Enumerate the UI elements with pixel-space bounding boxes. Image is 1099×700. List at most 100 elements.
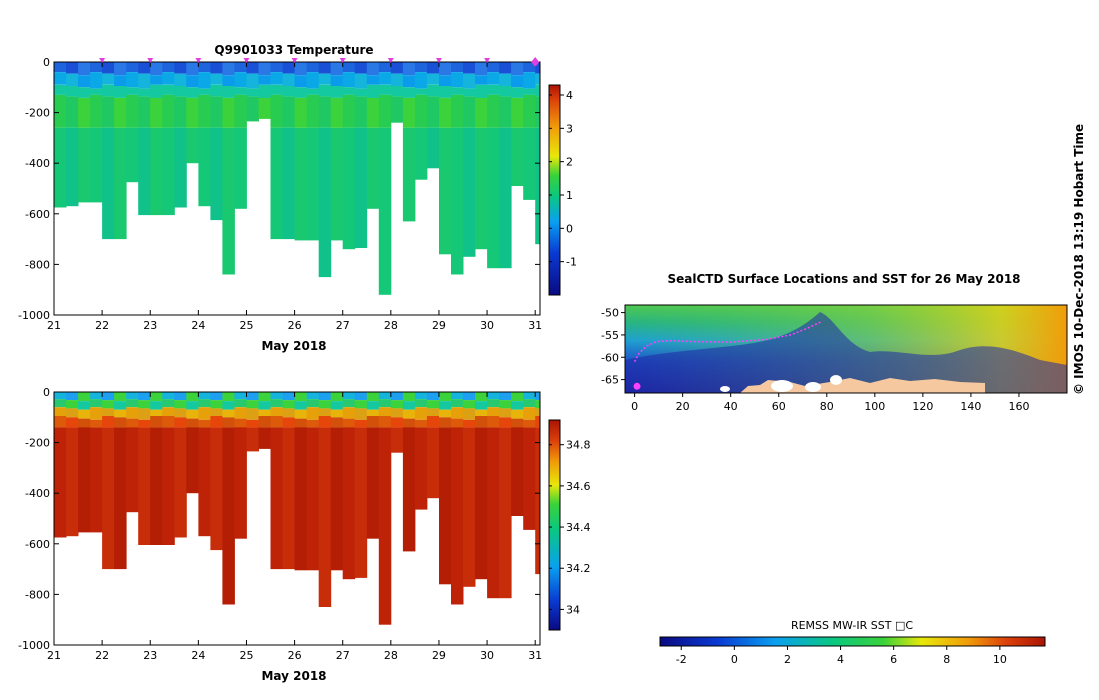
surface-location-marker [99, 58, 106, 63]
salinity-profile-cell [222, 401, 235, 410]
x-tick-label: 22 [95, 649, 109, 662]
salinity-profile-cell [246, 427, 259, 452]
temperature-profile-cell [414, 88, 428, 95]
temperature-profile-cell [511, 97, 524, 128]
salinity-profile-cell [402, 392, 416, 402]
salinity-profile-cell [463, 427, 476, 587]
temperature-profile-cell [150, 97, 163, 128]
temperature-profile-cell [402, 127, 416, 222]
temperature-profile-cell [330, 97, 344, 128]
salinity-y-ticks: 0 -200 -400 -600 -800 -1000 [18, 386, 540, 652]
colorbar-tick-label: 34 [566, 603, 580, 616]
temperature-profile-cell [270, 127, 283, 240]
salinity-profile-cell [463, 392, 476, 401]
temperature-profile-cell [390, 73, 404, 86]
x-tick-label: 26 [288, 649, 302, 662]
temperature-profile-cell [186, 97, 199, 128]
salinity-profile-cell [234, 407, 247, 419]
temperature-plot: 21 22 23 24 25 26 27 28 29 30 31 0 -200 -400 -600 -800… [18, 56, 542, 332]
temperature-profile-cell [475, 84, 488, 98]
surface-location-marker [291, 58, 298, 63]
colorbar-tick-label: 34.8 [566, 439, 591, 452]
temperature-profile-cell [354, 62, 368, 74]
x-tick-label: 20 [676, 400, 690, 413]
salinity-profile-cell [102, 400, 115, 409]
salinity-profile-cell [354, 419, 368, 428]
temperature-profile-cell [426, 73, 440, 85]
temperature-profile-cell [439, 62, 452, 76]
salinity-profile-cell [523, 407, 536, 420]
salinity-profile-cell [102, 392, 115, 401]
y-tick-label: -400 [25, 487, 50, 500]
salinity-profile-cell [499, 417, 512, 428]
salinity-profile-cell [426, 392, 440, 401]
salinity-profile-cell [402, 427, 416, 552]
salinity-profile-cell [54, 392, 67, 400]
salinity-profile-cell [475, 427, 488, 580]
temperature-profile-cell [402, 62, 416, 76]
salinity-profile-cell [318, 392, 332, 401]
temperature-profile-cell [475, 97, 488, 128]
salinity-profile-cell [234, 399, 247, 408]
salinity-profile-cell [426, 400, 440, 409]
salinity-profile-cell [150, 409, 163, 416]
y-tick-label: -1000 [18, 309, 50, 322]
temperature-profile-cell [270, 84, 283, 95]
salinity-profile-cell [282, 392, 296, 401]
salinity-profile-cell [535, 400, 541, 409]
temperature-profile-cell [138, 73, 151, 89]
salinity-profile-cell [426, 408, 440, 416]
sst-map-title: SealCTD Surface Locations and SST for 26… [667, 272, 1020, 286]
salinity-profile-cell [90, 419, 103, 428]
temperature-profile-cell [523, 72, 536, 89]
temperature-profile-cell [294, 127, 308, 241]
salinity-profile-cell [499, 408, 512, 418]
x-tick-label: 27 [336, 649, 350, 662]
sst-colorbar: -2 0 2 4 6 8 10 [659, 636, 1046, 666]
temperature-profile-cell [246, 73, 259, 89]
salinity-profile-cell [511, 427, 524, 516]
salinity-profile-cell [102, 408, 115, 416]
salinity-profile-cell [114, 401, 127, 410]
temperature-profile-cell [378, 84, 392, 95]
salinity-profile-cell [426, 416, 440, 428]
temperature-profile-cell [234, 87, 247, 95]
temperature-profile-cell [402, 97, 416, 128]
temperature-profile-cell [354, 73, 368, 89]
temperature-profile-cell [475, 62, 488, 76]
salinity-profile-cell [499, 400, 512, 409]
salinity-profile-cell [90, 407, 103, 420]
salinity-profile-cell [451, 399, 464, 408]
salinity-profile-cell [114, 392, 127, 402]
temperature-profile-cell [342, 87, 356, 95]
temperature-profile-cell [306, 127, 320, 241]
temperature-profile-cell [439, 86, 452, 98]
x-tick-label: 29 [432, 649, 446, 662]
temperature-profile-cell [426, 127, 440, 169]
salinity-profile-cell [198, 427, 211, 537]
temperature-profile-cell [523, 127, 536, 200]
salinity-profile-cell [198, 392, 211, 400]
salinity-profile-cell [162, 399, 175, 408]
surface-location-marker [339, 58, 346, 63]
salinity-profile-cell [282, 408, 296, 418]
salinity-profile-cell [186, 409, 199, 419]
temperature-colorbar-frame [548, 84, 561, 296]
salinity-profile-cell [270, 427, 283, 570]
temperature-profile-cell [523, 94, 536, 128]
sea-ice-patch [805, 382, 821, 392]
salinity-profile-cell [258, 416, 271, 428]
temperature-profile-cell [66, 127, 79, 207]
temperature-profile-cell [54, 127, 67, 208]
colorbar-tick-label: 4 [837, 653, 844, 666]
salinity-plot: 21 22 23 24 25 26 27 28 29 30 31 0 -200 -400 -600 -800… [18, 386, 542, 662]
salinity-profile-cell [487, 416, 500, 428]
y-tick-label: -600 [25, 208, 50, 221]
salinity-profile-cell [378, 427, 392, 625]
salinity-profile-cell [294, 427, 308, 571]
temperature-profile-cell [390, 96, 404, 123]
temperature-profile-cell [198, 94, 211, 128]
salinity-profile-cell [222, 427, 235, 605]
salinity-profile-cell [234, 418, 247, 428]
salinity-profile-cell [258, 409, 271, 416]
